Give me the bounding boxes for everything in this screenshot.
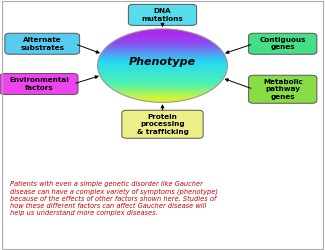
Text: Metabolic
pathway
genes: Metabolic pathway genes bbox=[263, 79, 303, 100]
FancyBboxPatch shape bbox=[128, 4, 197, 25]
Bar bbox=[112, 42, 213, 43]
Bar bbox=[104, 81, 221, 82]
Bar bbox=[102, 78, 223, 79]
Text: Patients with even a simple genetic disorder like Gaucher
disease can have a com: Patients with even a simple genetic diso… bbox=[10, 181, 218, 216]
Bar bbox=[109, 45, 216, 46]
FancyBboxPatch shape bbox=[122, 110, 203, 138]
Bar bbox=[98, 71, 227, 72]
Text: Protein
processing
& trafficking: Protein processing & trafficking bbox=[136, 114, 188, 135]
Bar bbox=[133, 32, 192, 33]
Bar bbox=[111, 43, 214, 44]
Bar bbox=[112, 88, 213, 89]
Bar bbox=[103, 50, 222, 51]
Bar bbox=[98, 59, 227, 60]
Bar bbox=[127, 96, 198, 97]
Bar bbox=[100, 55, 225, 56]
Bar bbox=[107, 84, 218, 85]
Bar bbox=[98, 69, 227, 70]
Bar bbox=[98, 60, 227, 61]
Bar bbox=[107, 46, 218, 47]
Bar bbox=[98, 70, 227, 71]
Bar bbox=[99, 58, 226, 59]
Bar bbox=[123, 94, 202, 95]
Bar bbox=[119, 38, 206, 39]
Bar bbox=[99, 57, 226, 58]
Bar bbox=[148, 101, 177, 102]
FancyBboxPatch shape bbox=[249, 75, 317, 103]
Bar bbox=[113, 89, 212, 90]
Bar bbox=[102, 52, 223, 53]
FancyBboxPatch shape bbox=[249, 33, 317, 54]
Bar bbox=[103, 51, 222, 52]
Bar bbox=[122, 37, 203, 38]
Bar bbox=[101, 77, 224, 78]
Bar bbox=[106, 83, 219, 84]
Bar bbox=[120, 93, 205, 94]
FancyBboxPatch shape bbox=[5, 33, 80, 54]
Bar bbox=[119, 92, 206, 93]
Bar bbox=[105, 82, 220, 83]
Bar bbox=[101, 53, 224, 54]
Bar bbox=[99, 73, 226, 74]
Bar bbox=[107, 46, 218, 47]
Bar bbox=[98, 65, 228, 66]
Bar bbox=[115, 40, 210, 41]
Bar bbox=[104, 49, 221, 50]
Bar bbox=[129, 97, 196, 98]
Bar bbox=[98, 61, 227, 62]
Bar bbox=[117, 91, 208, 92]
Text: Alternate
substrates: Alternate substrates bbox=[20, 37, 64, 51]
Bar bbox=[109, 44, 216, 45]
Bar bbox=[101, 76, 224, 77]
Bar bbox=[105, 48, 220, 49]
Bar bbox=[100, 54, 225, 55]
Bar bbox=[110, 87, 215, 88]
Bar bbox=[102, 79, 223, 80]
Bar bbox=[99, 56, 226, 57]
Bar bbox=[114, 41, 211, 42]
Text: Contiguous
genes: Contiguous genes bbox=[259, 37, 306, 51]
Bar bbox=[114, 90, 211, 91]
Bar bbox=[133, 98, 192, 99]
Bar bbox=[100, 76, 225, 77]
Bar bbox=[124, 95, 201, 96]
Text: Environmental
factors: Environmental factors bbox=[9, 77, 69, 91]
Bar bbox=[98, 68, 227, 69]
Bar bbox=[117, 39, 208, 40]
Bar bbox=[98, 66, 228, 67]
Bar bbox=[144, 100, 181, 101]
Text: Phenotype: Phenotype bbox=[129, 57, 196, 67]
Bar bbox=[106, 47, 219, 48]
Text: DNA
mutations: DNA mutations bbox=[142, 8, 183, 22]
Bar bbox=[98, 67, 228, 68]
Bar bbox=[98, 63, 228, 64]
Bar bbox=[105, 83, 220, 84]
Bar bbox=[144, 30, 181, 31]
Bar bbox=[98, 62, 227, 63]
Bar bbox=[108, 85, 217, 86]
Bar bbox=[99, 72, 226, 73]
Bar bbox=[100, 75, 225, 76]
Bar bbox=[109, 86, 216, 87]
Bar bbox=[103, 80, 222, 81]
Bar bbox=[101, 53, 224, 54]
Bar bbox=[127, 34, 198, 35]
Bar bbox=[98, 64, 228, 65]
FancyBboxPatch shape bbox=[0, 74, 78, 94]
Bar bbox=[123, 36, 202, 37]
Bar bbox=[131, 33, 194, 34]
Bar bbox=[99, 74, 226, 75]
Bar bbox=[138, 99, 187, 100]
Bar bbox=[138, 31, 187, 32]
